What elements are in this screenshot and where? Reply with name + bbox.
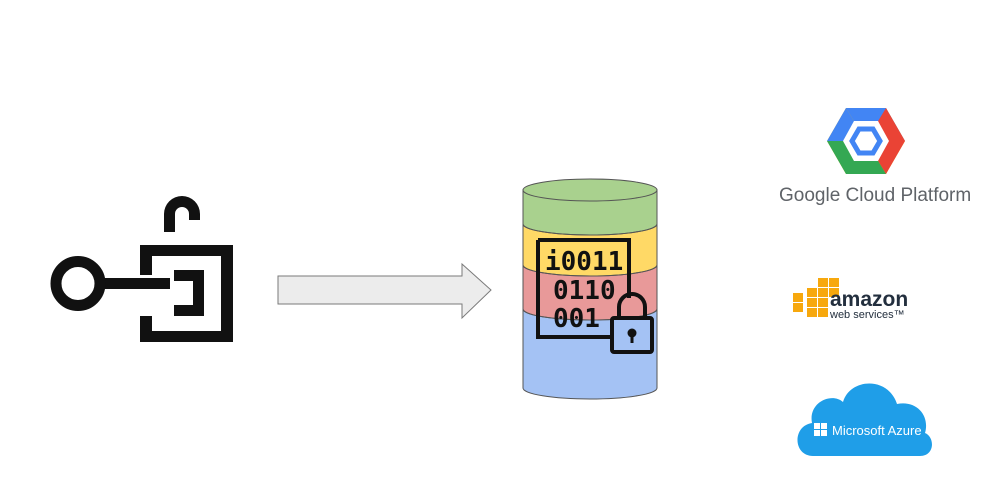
azure-cloud-icon <box>797 383 932 456</box>
binary-line-1: i0011 <box>545 247 623 277</box>
aws-cubes-icon <box>793 278 839 317</box>
gcp-hexagon-icon <box>827 108 905 174</box>
aws-label: amazon <box>830 288 908 311</box>
azure-label: Microsoft Azure <box>832 423 922 438</box>
binary-line-3: 001 <box>553 304 600 334</box>
db-top <box>522 178 658 202</box>
unlocked-key-icon <box>50 196 233 342</box>
windows-icon <box>814 423 827 436</box>
gcp-label: Google Cloud Platform <box>779 185 971 206</box>
flow-arrow <box>277 262 492 320</box>
azure-logo: Microsoft Azure <box>797 383 932 456</box>
padlock-icon <box>610 292 654 354</box>
aws-sublabel: web services™ <box>829 309 905 321</box>
binary-line-2: 0110 <box>553 276 616 306</box>
gcp-logo: Google Cloud Platform <box>779 108 971 206</box>
encrypted-data-icon: i0011 0110 001 <box>536 238 654 354</box>
aws-logo: amazon web services™ <box>793 278 908 321</box>
